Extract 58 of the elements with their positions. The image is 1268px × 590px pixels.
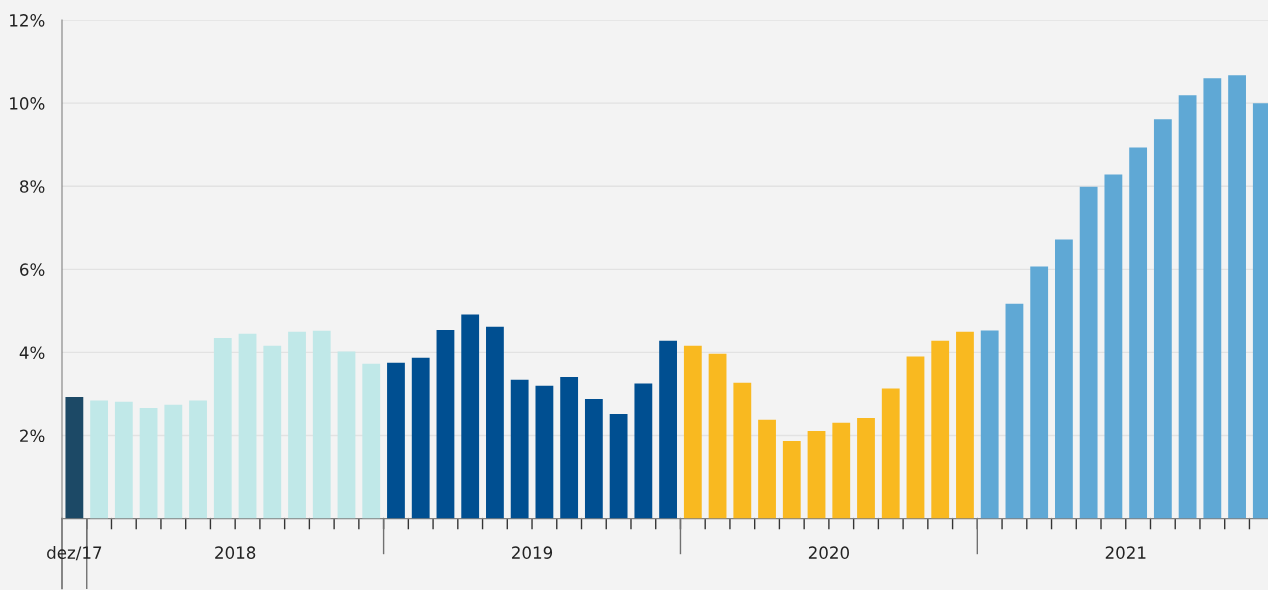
bar: [609, 413, 628, 519]
bar: [733, 382, 752, 519]
y-tick-label: 2%: [20, 429, 45, 443]
bar: [411, 357, 430, 519]
bar: [486, 326, 504, 519]
bar: [906, 356, 925, 519]
x-tick-label: 2019: [512, 546, 553, 559]
bar: [238, 333, 257, 519]
bar: [683, 345, 702, 519]
x-tick-label: 2020: [808, 546, 849, 559]
x-tick-label: 2021: [1105, 546, 1146, 559]
bar: [263, 345, 282, 519]
bar: [337, 351, 356, 519]
bar: [782, 440, 801, 519]
bar: [659, 340, 677, 519]
bar: [1153, 119, 1172, 519]
bar: [634, 383, 653, 519]
bar: [288, 331, 306, 519]
bar: [931, 340, 950, 519]
bar: [980, 330, 999, 519]
bar: [312, 330, 331, 519]
bar: [1104, 174, 1123, 519]
bar: [708, 353, 727, 519]
bar: [1129, 147, 1148, 519]
bar: [1228, 75, 1246, 519]
bar: [114, 401, 133, 519]
bar: [832, 422, 851, 519]
bar: [1079, 186, 1098, 519]
bar: [510, 379, 529, 519]
bar: [584, 398, 603, 519]
y-tick-label: 4%: [19, 346, 45, 359]
bar: [139, 408, 158, 519]
bar: [362, 363, 381, 519]
bar: [807, 430, 826, 519]
bar: [387, 362, 405, 519]
bar: [1030, 266, 1049, 519]
y-tick-label: 8%: [20, 180, 45, 193]
y-tick-label: 6%: [20, 263, 45, 276]
bar: [1178, 95, 1197, 519]
y-tick-label: 12%: [10, 14, 45, 27]
bar: [436, 329, 455, 519]
bar: [1005, 303, 1024, 519]
bar: [1055, 239, 1073, 519]
bar: [65, 396, 84, 519]
bar: [535, 385, 554, 519]
bar: [857, 418, 875, 519]
bar: [461, 314, 480, 519]
bar: [90, 400, 109, 519]
x-tick-label: 2018: [215, 546, 256, 559]
bar: [881, 388, 900, 519]
bar: [1203, 78, 1222, 519]
bar: [560, 376, 579, 519]
bar: [164, 404, 183, 519]
bar: [189, 400, 207, 519]
bar: [758, 419, 776, 519]
bar: [956, 331, 974, 519]
bar: [213, 337, 232, 519]
y-tick-label: 10%: [10, 97, 45, 110]
